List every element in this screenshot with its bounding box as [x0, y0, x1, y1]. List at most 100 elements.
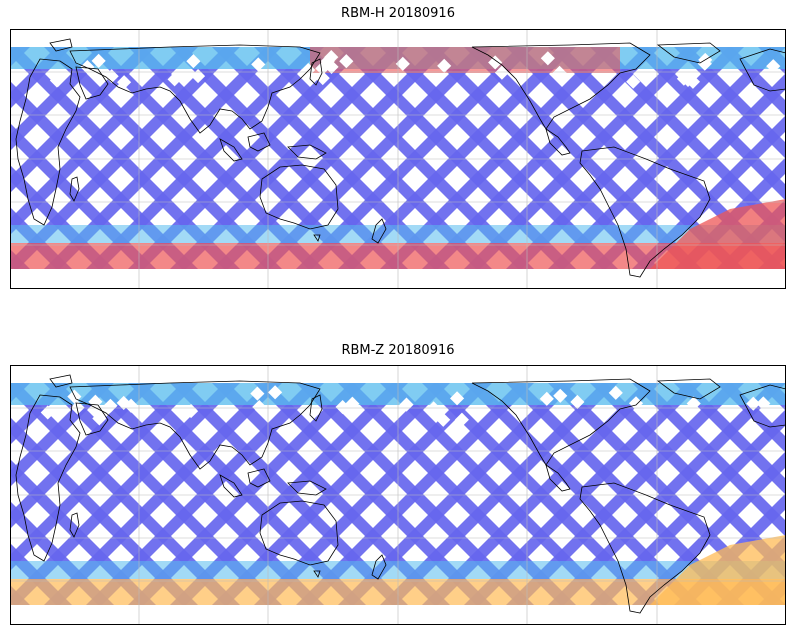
swath-field — [10, 47, 786, 269]
swath-band-ascending-19 — [548, 383, 786, 605]
swath-band-ascending-3 — [10, 383, 114, 487]
swath-gap-0 — [268, 385, 283, 400]
swath-gap-16 — [324, 50, 339, 65]
map-panel-rbm-h — [10, 29, 786, 289]
swath-gap-27 — [628, 396, 644, 411]
swath-gap-7 — [395, 56, 410, 71]
swath-band-ascending-16 — [422, 47, 660, 269]
map-title-rbm-z: RBM-Z 20180916 — [341, 343, 455, 358]
coastline-7 — [287, 144, 327, 160]
coastline-5 — [247, 468, 271, 488]
coastline-6 — [219, 138, 243, 162]
swath-gap-4 — [426, 401, 441, 416]
swath-gap-4 — [488, 55, 503, 70]
coastline-5 — [247, 132, 271, 152]
swath-band-ascending-13 — [296, 47, 534, 269]
swath-gap-25 — [88, 394, 103, 409]
coastlines — [15, 38, 786, 278]
swath-gap-22 — [324, 59, 339, 74]
coastline-10 — [371, 554, 387, 580]
coastline-3 — [69, 380, 321, 470]
swath-band-ascending-16 — [422, 383, 660, 605]
swath-band-ascending-10 — [170, 47, 408, 269]
north-pacific-arc — [310, 47, 620, 73]
map-frame — [10, 29, 786, 289]
swath-gap-24 — [540, 51, 555, 66]
swath-gap-26 — [626, 74, 641, 89]
swath-band-ascending-20 — [590, 409, 786, 605]
swath-gap-12 — [339, 54, 354, 69]
coastline-15 — [739, 48, 786, 92]
south-atlantic-patch — [650, 199, 786, 269]
swath-gap-17 — [766, 59, 781, 74]
south-atlantic-patch — [650, 535, 786, 605]
coastline-3 — [69, 44, 321, 134]
swath-gap-14 — [436, 412, 451, 427]
swath-band-ascending-8 — [86, 47, 324, 269]
swath-band-ascending-17 — [464, 383, 702, 605]
swath-band-ascending-12 — [254, 383, 492, 605]
swath-band-ascending-4 — [10, 383, 156, 529]
swath-band-ascending-12 — [254, 47, 492, 269]
swath-band-ascending-18 — [506, 47, 744, 269]
coastline-15 — [739, 384, 786, 428]
map-panel-rbm-z — [10, 365, 786, 625]
swath-gap-7 — [539, 391, 554, 406]
swath-gap-15 — [454, 412, 469, 427]
swath-band-ascending-9 — [128, 47, 366, 269]
swath-gap-9 — [450, 391, 465, 406]
swath-band-ascending-7 — [44, 383, 282, 605]
swath-band-ascending-9 — [128, 383, 366, 605]
map-frame — [10, 365, 786, 625]
swath-band-ascending-17 — [464, 47, 702, 269]
coastline-1 — [69, 512, 80, 538]
swath-gap-21 — [315, 71, 330, 86]
coastline-0 — [15, 394, 81, 562]
swath-band-ascending-15 — [380, 47, 618, 269]
coastline-8 — [259, 500, 339, 566]
swath-band-ascending-11 — [212, 383, 450, 605]
swath-gap-18 — [570, 394, 585, 410]
swath-band-ascending-18 — [506, 383, 744, 605]
coastline-4 — [309, 394, 323, 422]
coastline-9 — [313, 234, 321, 242]
graticule — [10, 365, 786, 625]
coastline-0 — [15, 58, 81, 226]
swath-band-ascending-19 — [548, 47, 786, 269]
swath-gap-18 — [494, 65, 509, 80]
coastline-11 — [471, 378, 651, 466]
swath-gap-27 — [676, 71, 691, 86]
swath-gap-19 — [697, 56, 712, 71]
coastline-1 — [69, 176, 80, 202]
coastline-2 — [75, 66, 109, 100]
coastline-4 — [309, 58, 323, 86]
swath-gap-2 — [746, 396, 761, 411]
coastlines — [15, 374, 786, 614]
coastline-7 — [287, 480, 327, 496]
swath-gap-16 — [344, 408, 360, 423]
coastline-12 — [545, 128, 571, 156]
coastline-12 — [545, 464, 571, 492]
coastline-14 — [579, 482, 711, 614]
swath-band-ascending-14 — [338, 47, 576, 269]
swath-band-ascending-10 — [170, 383, 408, 605]
swath-field — [10, 383, 786, 605]
coastline-13 — [656, 42, 721, 64]
swath-band-ascending-5 — [10, 47, 198, 235]
swath-band-ascending-7 — [44, 47, 282, 269]
swath-band-ascending-14 — [338, 383, 576, 605]
swath-gap-9 — [251, 57, 266, 72]
coastline-16 — [49, 374, 73, 388]
swath-band-ascending-8 — [86, 383, 324, 605]
swath-band-ascending-20 — [590, 73, 786, 269]
coastline-10 — [371, 218, 387, 244]
swath-band-ascending-6 — [10, 383, 240, 605]
swath-gap-13 — [252, 399, 267, 415]
graticule — [10, 29, 786, 289]
swath-band-ascending-6 — [10, 47, 240, 269]
coastline-9 — [313, 570, 321, 578]
swath-band-ascending-5 — [10, 383, 198, 571]
swath-band-ascending-11 — [212, 47, 450, 269]
swath-band-ascending-13 — [296, 383, 534, 605]
coastline-11 — [471, 42, 651, 130]
